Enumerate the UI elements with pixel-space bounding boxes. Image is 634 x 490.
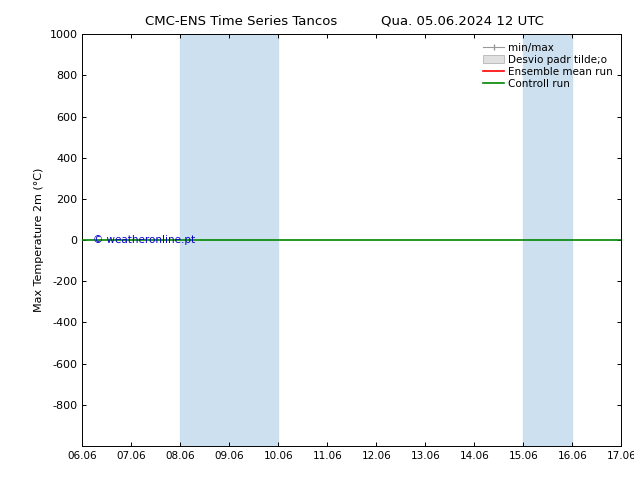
Legend: min/max, Desvio padr tilde;o, Ensemble mean run, Controll run: min/max, Desvio padr tilde;o, Ensemble m… [480,40,616,92]
Text: Qua. 05.06.2024 12 UTC: Qua. 05.06.2024 12 UTC [382,15,544,28]
Y-axis label: Max Temperature 2m (°C): Max Temperature 2m (°C) [34,168,44,312]
Bar [181,34,278,446]
Bar [523,34,573,446]
Text: © weatheronline.pt: © weatheronline.pt [93,235,195,245]
Text: CMC-ENS Time Series Tancos: CMC-ENS Time Series Tancos [145,15,337,28]
